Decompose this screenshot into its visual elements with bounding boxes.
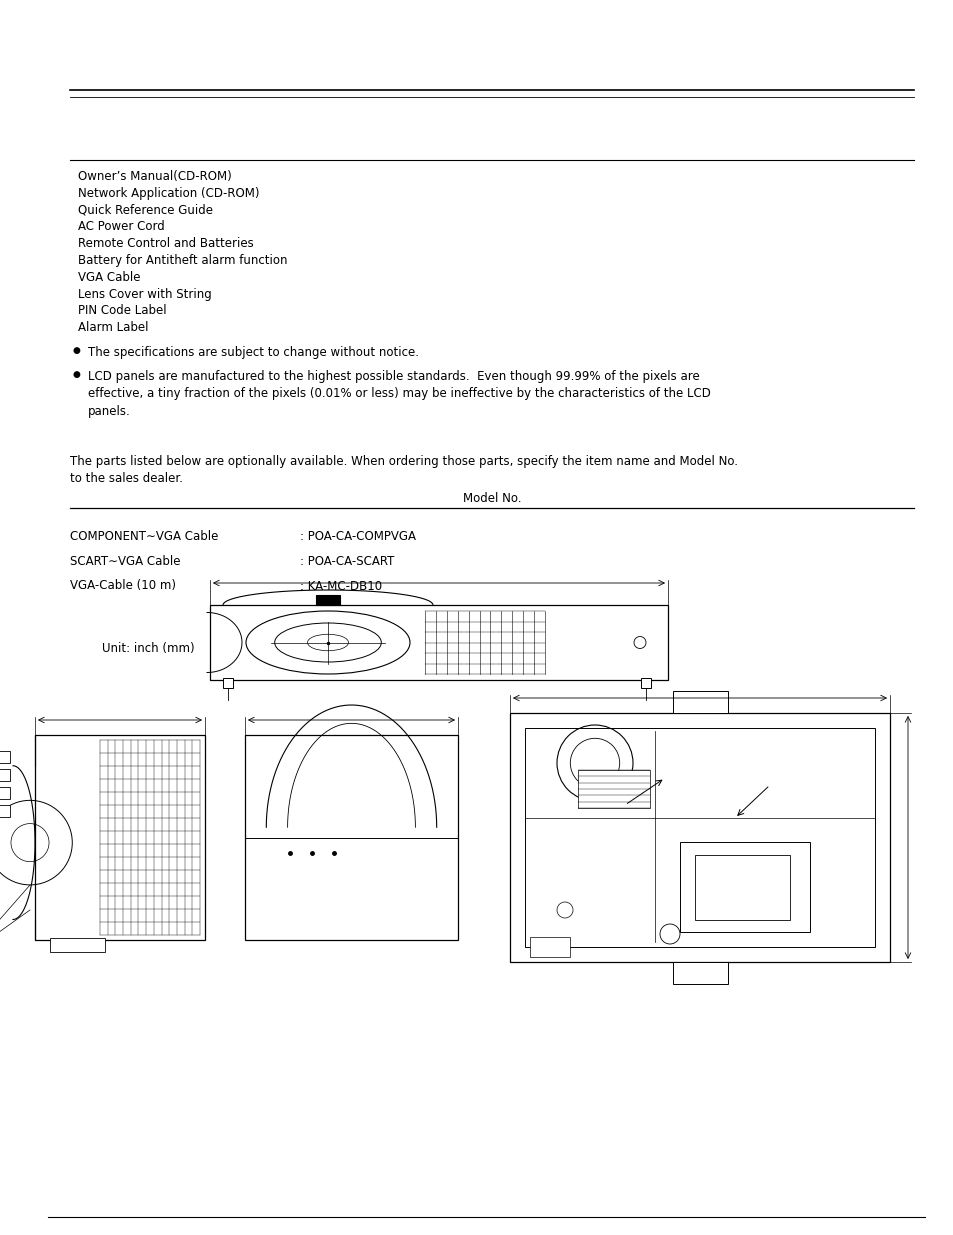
Text: Unit: inch (mm): Unit: inch (mm) [102,642,194,655]
Bar [245,735,457,940]
Text: Alarm Label: Alarm Label [77,321,148,335]
Text: Owner’s Manual(CD-ROM): Owner’s Manual(CD-ROM) [77,170,232,183]
Text: Model No.: Model No. [462,492,520,505]
Text: The specifications are subject to change without notice.: The specifications are subject to change… [88,346,418,359]
Bar [640,678,650,688]
Text: Battery for Antitheft alarm function: Battery for Antitheft alarm function [77,254,287,267]
Bar [210,605,667,680]
Text: COMPONENT∼VGA Cable: COMPONENT∼VGA Cable [70,531,218,543]
Text: VGA-Cable (10 m): VGA-Cable (10 m) [70,579,175,593]
Text: ●: ● [72,370,80,379]
Bar [0,751,10,763]
Text: : POA-CA-COMPVGA: : POA-CA-COMPVGA [299,531,416,543]
Text: VGA Cable: VGA Cable [77,270,140,284]
Text: PIN Code Label: PIN Code Label [77,304,166,317]
Text: to the sales dealer.: to the sales dealer. [70,472,182,485]
Bar [50,939,105,952]
Text: SCART∼VGA Cable: SCART∼VGA Cable [70,555,180,568]
Bar [672,962,727,984]
Bar [223,678,233,688]
Text: panels.: panels. [88,405,131,417]
Bar [524,727,874,947]
Text: AC Power Cord: AC Power Cord [77,220,164,233]
Bar [578,769,649,808]
Bar [315,595,339,605]
Text: The parts listed below are optionally available. When ordering those parts, spec: The parts listed below are optionally av… [70,454,737,468]
Text: ●: ● [72,346,80,354]
Text: effective, a tiny fraction of the pixels (0.01% or less) may be ineffective by t: effective, a tiny fraction of the pixels… [88,388,710,400]
Bar [35,735,205,940]
Bar [0,787,10,799]
Text: Lens Cover with String: Lens Cover with String [77,288,212,300]
Text: Remote Control and Batteries: Remote Control and Batteries [77,237,253,251]
Bar [510,713,889,962]
Text: : POA-CA-SCART: : POA-CA-SCART [299,555,394,568]
Text: Quick Reference Guide: Quick Reference Guide [77,204,213,216]
Bar [0,805,10,818]
Text: Network Application (CD-ROM): Network Application (CD-ROM) [77,186,259,200]
Bar [530,937,569,957]
Bar [672,692,727,713]
Bar [679,842,809,932]
Text: LCD panels are manufactured to the highest possible standards.  Even though 99.9: LCD panels are manufactured to the highe… [88,370,699,383]
Bar [695,855,789,920]
Text: : KA-MC-DB10: : KA-MC-DB10 [299,579,381,593]
Bar [0,769,10,781]
